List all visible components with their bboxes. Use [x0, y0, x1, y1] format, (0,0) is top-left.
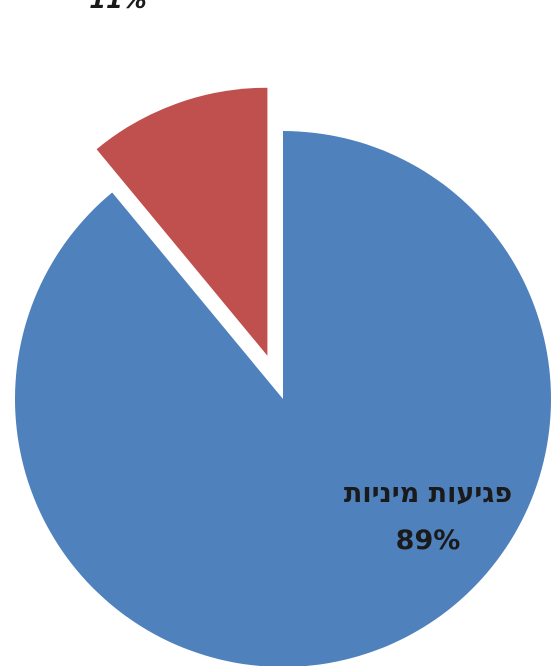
slice-value-label-1: 11% — [89, 0, 146, 14]
pie-slice-0 — [15, 131, 551, 666]
slice-label-0: פגיעות מיניות — [344, 478, 512, 509]
pie-slice-1 — [96, 87, 268, 356]
slice-value-label-0: 89% — [396, 525, 461, 556]
